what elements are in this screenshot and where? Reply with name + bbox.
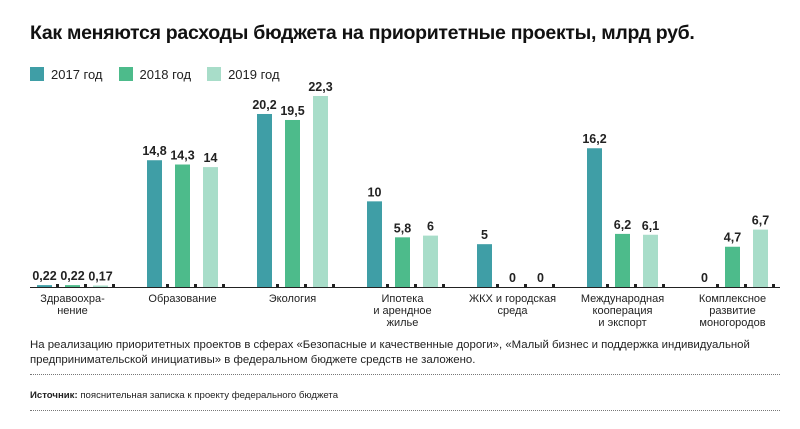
legend-swatch-2019 — [207, 67, 222, 81]
category-label-4-line-0: ЖКХ и городская — [469, 293, 556, 305]
bar-2018-cat-2 — [285, 119, 300, 287]
bar-tick-marker — [662, 284, 665, 287]
category-label-5-line-0: Международная — [581, 293, 664, 305]
data-label-2017-cat-6: 0 — [701, 271, 708, 285]
data-label-2019-cat-0: 0,17 — [88, 270, 112, 284]
data-label-2019-cat-1: 14 — [204, 151, 218, 165]
bar-tick-marker — [414, 284, 417, 287]
legend-label-2018: 2018 год — [139, 66, 192, 82]
bar-tick-marker — [166, 284, 169, 287]
legend-item-2018: 2018 год — [118, 66, 192, 82]
bar-2018-cat-3 — [395, 237, 410, 287]
chart-title: Как меняются расходы бюджета на приорите… — [30, 22, 695, 44]
bar-tick-marker — [552, 284, 555, 287]
bar-2017-cat-2 — [257, 113, 272, 287]
bar-2019-cat-1 — [203, 167, 218, 287]
bar-tick-marker — [386, 284, 389, 287]
category-label-4-line-1: среда — [497, 305, 528, 317]
legend-label-2019: 2019 год — [228, 66, 280, 82]
bar-tick-marker — [744, 284, 747, 287]
bar-2017-cat-3 — [367, 201, 382, 287]
bar-tick-marker — [772, 284, 775, 287]
category-label-0-line-0: Здравоохра- — [40, 293, 105, 305]
bar-tick-marker — [524, 284, 527, 287]
category-label-3-line-0: Ипотека — [382, 293, 425, 305]
data-label-2018-cat-6: 4,7 — [724, 231, 741, 245]
category-label-3-line-1: и арендное — [373, 305, 431, 317]
bar-tick-marker — [84, 284, 87, 287]
data-label-2018-cat-3: 5,8 — [394, 221, 411, 235]
category-label-2-line-0: Экология — [269, 293, 317, 305]
bar-tick-marker — [56, 284, 59, 287]
bar-2017-cat-0 — [37, 285, 52, 287]
bar-2019-cat-5 — [643, 234, 658, 287]
data-label-2017-cat-1: 14,8 — [142, 144, 166, 158]
bar-2019-cat-6 — [753, 229, 768, 287]
data-label-2017-cat-3: 10 — [368, 185, 382, 199]
bar-2017-cat-4 — [477, 244, 492, 287]
bar-tick-marker — [276, 284, 279, 287]
bar-tick-marker — [606, 284, 609, 287]
data-label-2017-cat-4: 5 — [481, 228, 488, 242]
category-label-6-line-1: развитие — [709, 305, 755, 317]
source-text: пояснительная записка к проекту федераль… — [77, 390, 339, 401]
divider-top — [30, 374, 780, 375]
data-label-2018-cat-4: 0 — [509, 271, 516, 285]
source-line: Источник: пояснительная записка к проект… — [30, 390, 338, 401]
legend-item-2017: 2017 год — [30, 67, 103, 82]
category-label-3-line-2: жилье — [387, 317, 419, 329]
data-label-2019-cat-4: 0 — [537, 271, 544, 285]
category-label-1-line-0: Образование — [148, 293, 216, 305]
source-label: Источник: — [30, 390, 78, 401]
bar-2018-cat-0 — [65, 285, 80, 287]
bar-chart: 0,22 0,22 0,17 Здравоохра-нение 14,8 14,3 14 Об… — [30, 80, 780, 329]
bar-2018-cat-1 — [175, 164, 190, 287]
bar-2018-cat-5 — [615, 233, 630, 287]
category-label-5-line-1: кооперация — [593, 305, 653, 317]
data-label-2018-cat-2: 19,5 — [280, 104, 304, 118]
bar-tick-marker — [222, 284, 225, 287]
bar-tick-marker — [332, 284, 335, 287]
data-label-2017-cat-2: 20,2 — [252, 98, 276, 112]
data-label-2019-cat-2: 22,3 — [308, 80, 332, 94]
bar-tick-marker — [496, 284, 499, 287]
bar-tick-marker — [194, 284, 197, 287]
legend-label-2017: 2017 год — [51, 66, 103, 82]
category-label-0-line-1: нение — [57, 305, 88, 317]
data-label-2018-cat-0: 0,22 — [60, 269, 84, 283]
data-label-2019-cat-5: 6,1 — [642, 219, 659, 233]
data-label-2019-cat-6: 6,7 — [752, 214, 769, 228]
footnote: На реализацию приоритетных проектов в сф… — [30, 339, 750, 366]
bar-tick-marker — [112, 284, 115, 287]
bar-2019-cat-3 — [423, 235, 438, 287]
data-label-2018-cat-5: 6,2 — [614, 218, 631, 232]
data-label-2017-cat-5: 16,2 — [582, 132, 606, 146]
bar-2018-cat-6 — [725, 246, 740, 287]
bar-2019-cat-2 — [313, 95, 328, 287]
bar-tick-marker — [442, 284, 445, 287]
bar-2019-cat-0 — [93, 285, 108, 287]
data-label-2018-cat-1: 14,3 — [170, 149, 194, 163]
legend-swatch-2018 — [118, 67, 133, 81]
bar-2017-cat-5 — [587, 148, 602, 287]
data-label-2017-cat-0: 0,22 — [32, 269, 56, 283]
bar-tick-marker — [716, 284, 719, 287]
data-label-2019-cat-3: 6 — [427, 220, 434, 234]
bar-tick-marker — [304, 284, 307, 287]
legend-item-2019: 2019 год — [207, 67, 280, 82]
category-label-6-line-2: моногородов — [699, 317, 765, 329]
divider-bottom — [30, 410, 780, 411]
category-label-5-line-2: и экспорт — [598, 317, 646, 329]
legend: 2017 год 2018 год 2019 год — [30, 64, 280, 84]
category-label-6-line-0: Комплексное — [699, 293, 766, 305]
bar-2017-cat-1 — [147, 160, 162, 287]
bar-tick-marker — [634, 284, 637, 287]
legend-swatch-2017 — [30, 67, 44, 81]
